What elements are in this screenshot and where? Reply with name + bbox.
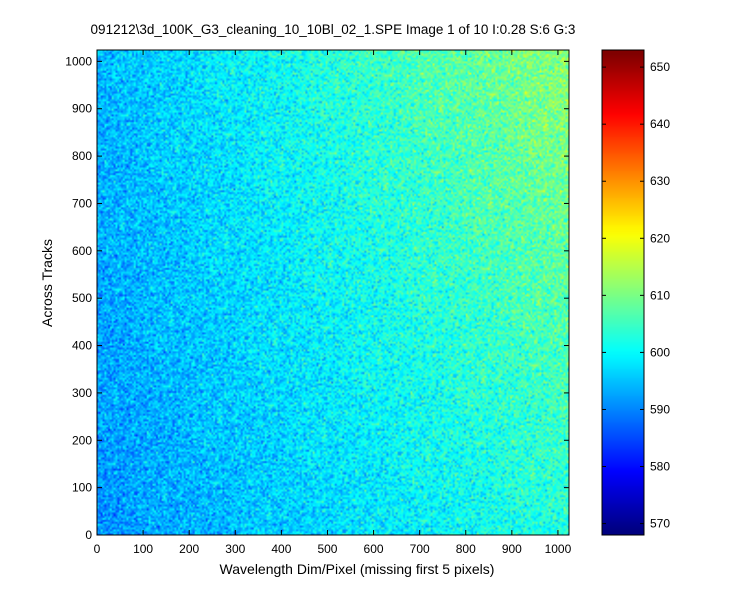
colorbar-tick-label: 580 <box>650 460 670 474</box>
colorbar-tick-label: 610 <box>650 288 670 302</box>
x-tick-label: 100 <box>133 542 153 556</box>
x-tick-label: 0 <box>94 542 101 556</box>
y-axis-label: Across Tracks <box>39 239 55 327</box>
x-tick-label: 500 <box>317 542 337 556</box>
y-tick-label: 600 <box>72 244 92 258</box>
y-tick-label: 300 <box>72 386 92 400</box>
y-tick-label: 0 <box>85 528 92 542</box>
y-tick-label: 100 <box>72 481 92 495</box>
heatmap-image <box>97 50 569 535</box>
x-tick-label: 800 <box>456 542 476 556</box>
colorbar-tick-label: 640 <box>650 117 670 131</box>
colorbar-ticks: 570 580 590 600 610 620 630 640 650 <box>602 60 670 531</box>
plot-frame <box>96 49 570 536</box>
x-axis-label: Wavelength Dim/Pixel (missing first 5 pi… <box>220 561 495 577</box>
colorbar: 570 580 590 600 610 620 630 640 650 <box>601 49 670 536</box>
x-tick-label: 1000 <box>545 542 572 556</box>
x-tick-label: 900 <box>502 542 522 556</box>
x-tick-label: 400 <box>271 542 291 556</box>
y-tick-label: 1000 <box>65 54 92 68</box>
colorbar-tick-label: 590 <box>650 402 670 416</box>
x-axis: 0 100 200 300 400 500 600 700 800 900 1000 <box>94 50 572 556</box>
y-tick-label: 700 <box>72 196 92 210</box>
x-tick-label: 200 <box>179 542 199 556</box>
y-axis: 0 100 200 300 400 500 600 700 800 900 1000 <box>65 54 569 542</box>
heatmap-plot-area <box>96 49 570 536</box>
x-tick-label: 700 <box>410 542 430 556</box>
colorbar-tick-label: 600 <box>650 345 670 359</box>
colorbar-frame <box>601 49 645 536</box>
chart-title: 091212\3d_100K_G3_cleaning_10_10Bl_02_1.… <box>91 22 576 37</box>
colorbar-tick-label: 620 <box>650 231 670 245</box>
y-tick-label: 400 <box>72 339 92 353</box>
colorbar-tick-label: 630 <box>650 174 670 188</box>
colorbar-gradient <box>602 50 644 535</box>
x-tick-label: 300 <box>225 542 245 556</box>
y-tick-label: 500 <box>72 291 92 305</box>
y-tick-label: 200 <box>72 433 92 447</box>
colorbar-tick-label: 570 <box>650 517 670 531</box>
y-tick-label: 800 <box>72 149 92 163</box>
colorbar-tick-label: 650 <box>650 60 670 74</box>
x-tick-label: 600 <box>364 542 384 556</box>
y-tick-label: 900 <box>72 102 92 116</box>
